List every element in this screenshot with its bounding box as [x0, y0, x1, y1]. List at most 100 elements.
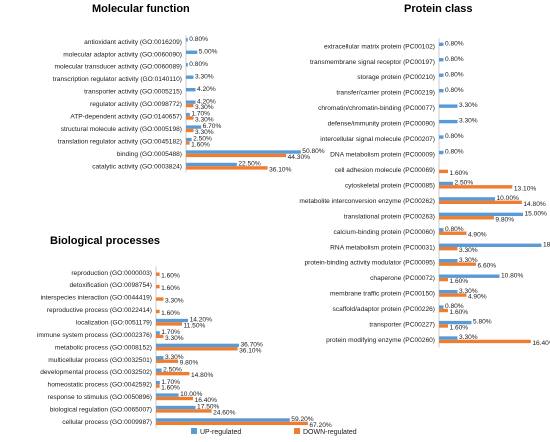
bp-category-label: localization (GO:0051179) — [76, 320, 152, 327]
bp-value-label-down: 24.60% — [213, 409, 236, 416]
pc-bar-up — [439, 197, 495, 201]
bp-value-label-down: 9.80% — [180, 360, 199, 367]
bp-bar-down — [156, 297, 164, 301]
pc-bar-down — [439, 200, 522, 204]
bp-value-label-up: 3.30% — [165, 354, 184, 361]
bp-value-label-up: 36.70% — [240, 341, 263, 348]
mf-bar-down — [186, 128, 194, 133]
mf-value-label-up: 5.00% — [199, 48, 218, 55]
bp-value-label-up: 17.50% — [197, 404, 220, 411]
pc-bar-up — [439, 88, 444, 93]
pc-bar-down — [439, 185, 513, 189]
mf-category-label: antioxidant activity (GO:0016209) — [84, 39, 182, 46]
pc-bar-up — [439, 259, 458, 263]
mf-bar-up — [186, 112, 190, 117]
pc-value-label-up: 3.30% — [459, 288, 478, 295]
pc-bar-up — [439, 305, 444, 309]
pc-value-label-up: 5.80% — [473, 319, 492, 326]
bp-value-label-up: 59.20% — [291, 416, 314, 423]
pc-category-label: translational protein (PC00263) — [344, 213, 435, 220]
pc-bar-up — [439, 135, 444, 139]
bp-bar-up — [156, 380, 160, 385]
pc-value-label-up: 0.80% — [445, 56, 464, 63]
mf-category-label: transcription regulator activity (GO:014… — [53, 76, 182, 83]
mf-category-label: structural molecule activity (GO:0005198… — [61, 126, 182, 133]
pc-bar-down — [439, 262, 476, 266]
pc-category-label: storage protein (PC00210) — [357, 74, 435, 81]
mf-bar-down — [186, 103, 194, 108]
mf-category-label: molecular adaptor activity (GO:0060090) — [63, 51, 182, 58]
bp-category-label: cellular process (GO:0009987) — [62, 419, 152, 426]
mf-category-label: translation regulator activity (GO:00451… — [58, 139, 182, 146]
pc-value-label-down: 1.60% — [449, 278, 468, 285]
bp-value-label-down: 67.20% — [309, 422, 332, 429]
pc-category-label: extracellular matrix protein (PC00102) — [324, 43, 435, 50]
pc-value-label-up: 0.80% — [445, 40, 464, 47]
pc-value-label-up: 10.80% — [501, 272, 524, 279]
bp-bar-down — [156, 396, 194, 401]
pc-value-label-down: 13.10% — [514, 185, 537, 192]
mf-bar-up — [186, 63, 188, 67]
bp-bar-up — [156, 368, 162, 372]
mf-value-label-up: 2.50% — [193, 136, 212, 143]
bp-value-label-down: 3.30% — [165, 335, 184, 342]
mf-value-label-down: 44.30% — [288, 154, 311, 161]
pc-value-label-down: 1.60% — [449, 309, 468, 316]
mf-value-label-up: 4.20% — [197, 98, 216, 105]
bp-category-label: metabolic process (GO:0008152) — [55, 344, 152, 351]
bp-bar-up — [156, 393, 179, 397]
bp-bar-down — [156, 421, 308, 426]
bp-category-label: detoxification (GO:0098754) — [70, 282, 152, 289]
legend-label-up: UP-regulated — [200, 429, 241, 436]
pc-bar-up — [439, 320, 472, 325]
pc-bar-up — [439, 58, 444, 62]
bp-category-label: developmental process (GO:0032502) — [40, 369, 152, 376]
bp-value-label-down: 3.30% — [165, 298, 184, 305]
pc-value-label-up: 3.30% — [459, 334, 478, 341]
bp-value-label-up: 14.20% — [190, 317, 213, 324]
bp-value-label-up: 10.00% — [180, 391, 203, 398]
bp-value-label-down: 1.60% — [161, 385, 180, 392]
pc-value-label-down: 3.30% — [459, 247, 478, 254]
pc-bar-up — [439, 73, 444, 77]
bp-value-label-down: 1.60% — [161, 310, 180, 317]
bp-title: Biological processes — [50, 235, 160, 247]
pc-value-label-up: 0.80% — [445, 303, 464, 310]
mf-value-label-up: 4.20% — [197, 86, 216, 93]
mf-bar-down — [186, 153, 287, 158]
bp-bar-up — [156, 343, 239, 348]
bp-value-label-up: 2.50% — [163, 366, 182, 373]
bp-value-label-up: 1.70% — [161, 329, 180, 336]
mf-category-label: molecular transducer activity (GO:006008… — [54, 64, 182, 71]
pc-value-label-up: 0.80% — [445, 71, 464, 78]
pc-value-label-down: 16.40% — [532, 340, 550, 347]
bp-category-label: reproduction (GO:0000003) — [71, 270, 152, 277]
pc-value-label-up: 10.00% — [497, 195, 520, 202]
mf-bar-down — [186, 166, 268, 170]
pc-bar-up — [439, 42, 444, 46]
mf-title: Molecular function — [92, 3, 190, 15]
pc-category-label: DNA metabolism protein (PC00009) — [330, 152, 435, 159]
pc-category-label: transporter (PC00227) — [369, 322, 435, 329]
mf-value-label-up: 0.80% — [189, 36, 208, 43]
pc-value-label-up: 3.30% — [459, 118, 478, 125]
pc-bar-down — [439, 293, 467, 297]
pc-bar-up — [439, 119, 458, 124]
bp-category-label: homeostatic process (GO:0042592) — [48, 382, 152, 389]
pc-value-label-up: 3.30% — [459, 257, 478, 264]
bp-bar-up — [156, 331, 160, 335]
pc-category-label: chaperone (PC00072) — [370, 275, 435, 282]
pc-bar-up — [439, 243, 542, 247]
pc-title: Protein class — [404, 3, 472, 15]
bp-bar-up — [156, 405, 196, 410]
pc-bar-up — [439, 104, 458, 108]
bp-bar-down — [156, 322, 182, 326]
pc-bar-up — [439, 289, 458, 294]
mf-bar-up — [186, 162, 237, 167]
bp-value-label-down: 16.40% — [195, 397, 218, 404]
pc-bar-down — [439, 324, 448, 328]
mf-bar-up — [186, 87, 196, 92]
pc-category-label: metabolite interconversion enzyme (PC002… — [299, 198, 435, 205]
